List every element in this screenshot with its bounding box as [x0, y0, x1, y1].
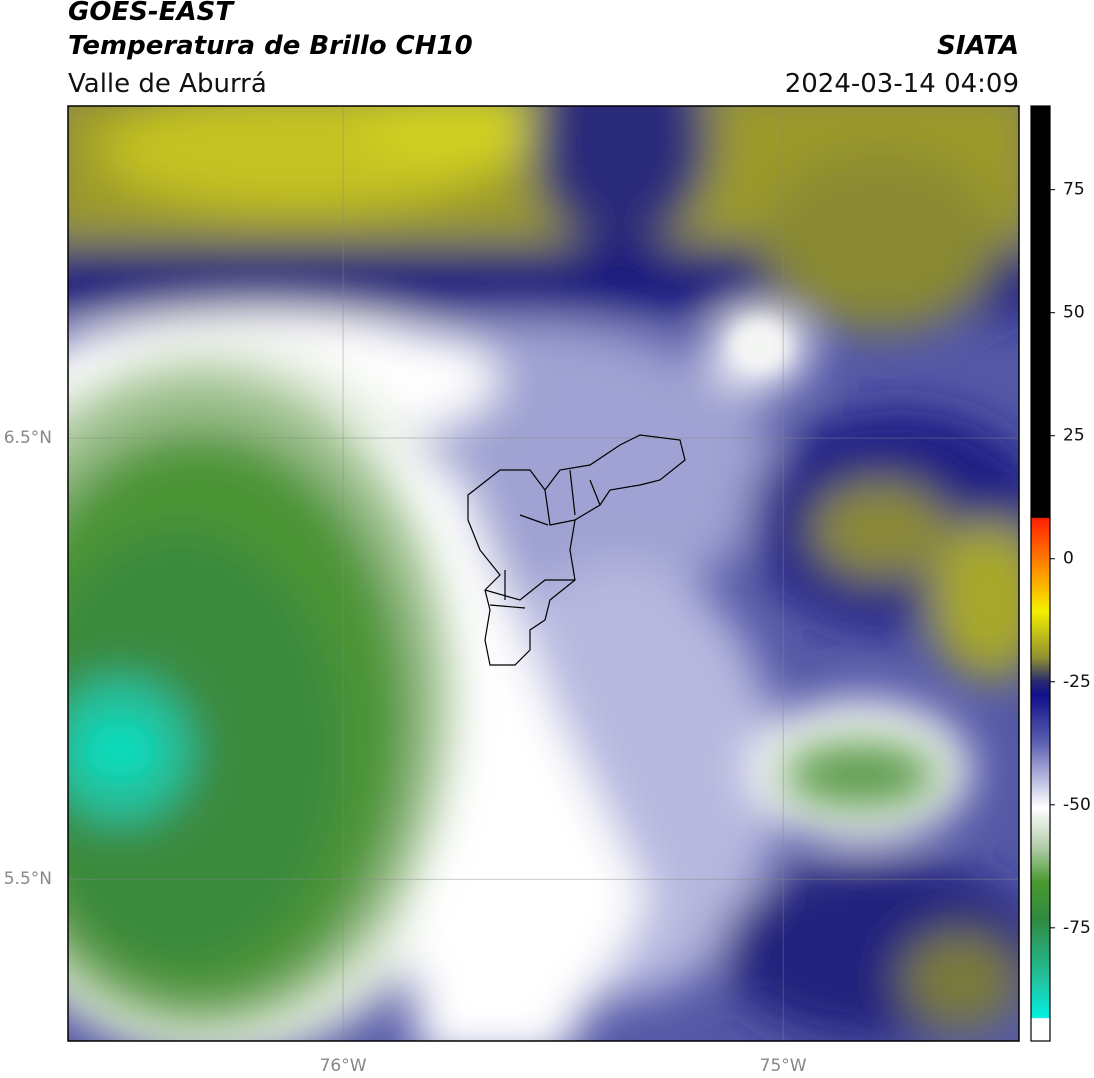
lon-tick-label: 76°W: [320, 1056, 367, 1076]
colorbar: [1030, 105, 1051, 1042]
title: GOES-EAST: [68, 0, 235, 27]
lat-tick-label: 6.5°N: [4, 428, 52, 448]
brightness-field: [68, 106, 1019, 1041]
lon-tick-label: 75°W: [760, 1056, 807, 1076]
colorbar-tick-label: -75: [1063, 918, 1091, 938]
colorbar-tick-label: -50: [1063, 795, 1091, 815]
graticule: [68, 106, 1019, 1041]
timestamp: 2024-03-14 04:09: [785, 69, 1019, 99]
colorbar-tick-label: -25: [1063, 672, 1091, 692]
colorbar-tick-label: 75: [1063, 180, 1085, 200]
colorbar-tick-label: 25: [1063, 426, 1085, 446]
map-frame: [67, 105, 1020, 1042]
colorbar-tick-label: 0: [1063, 549, 1074, 569]
colorbar-tick-label: 50: [1063, 303, 1085, 323]
lat-tick-label: 5.5°N: [4, 869, 52, 889]
region: Valle de Aburrá: [68, 69, 267, 99]
valley-outline: [467, 434, 686, 666]
subtitle: Temperatura de Brillo CH10: [68, 31, 473, 61]
source: SIATA: [937, 31, 1019, 61]
